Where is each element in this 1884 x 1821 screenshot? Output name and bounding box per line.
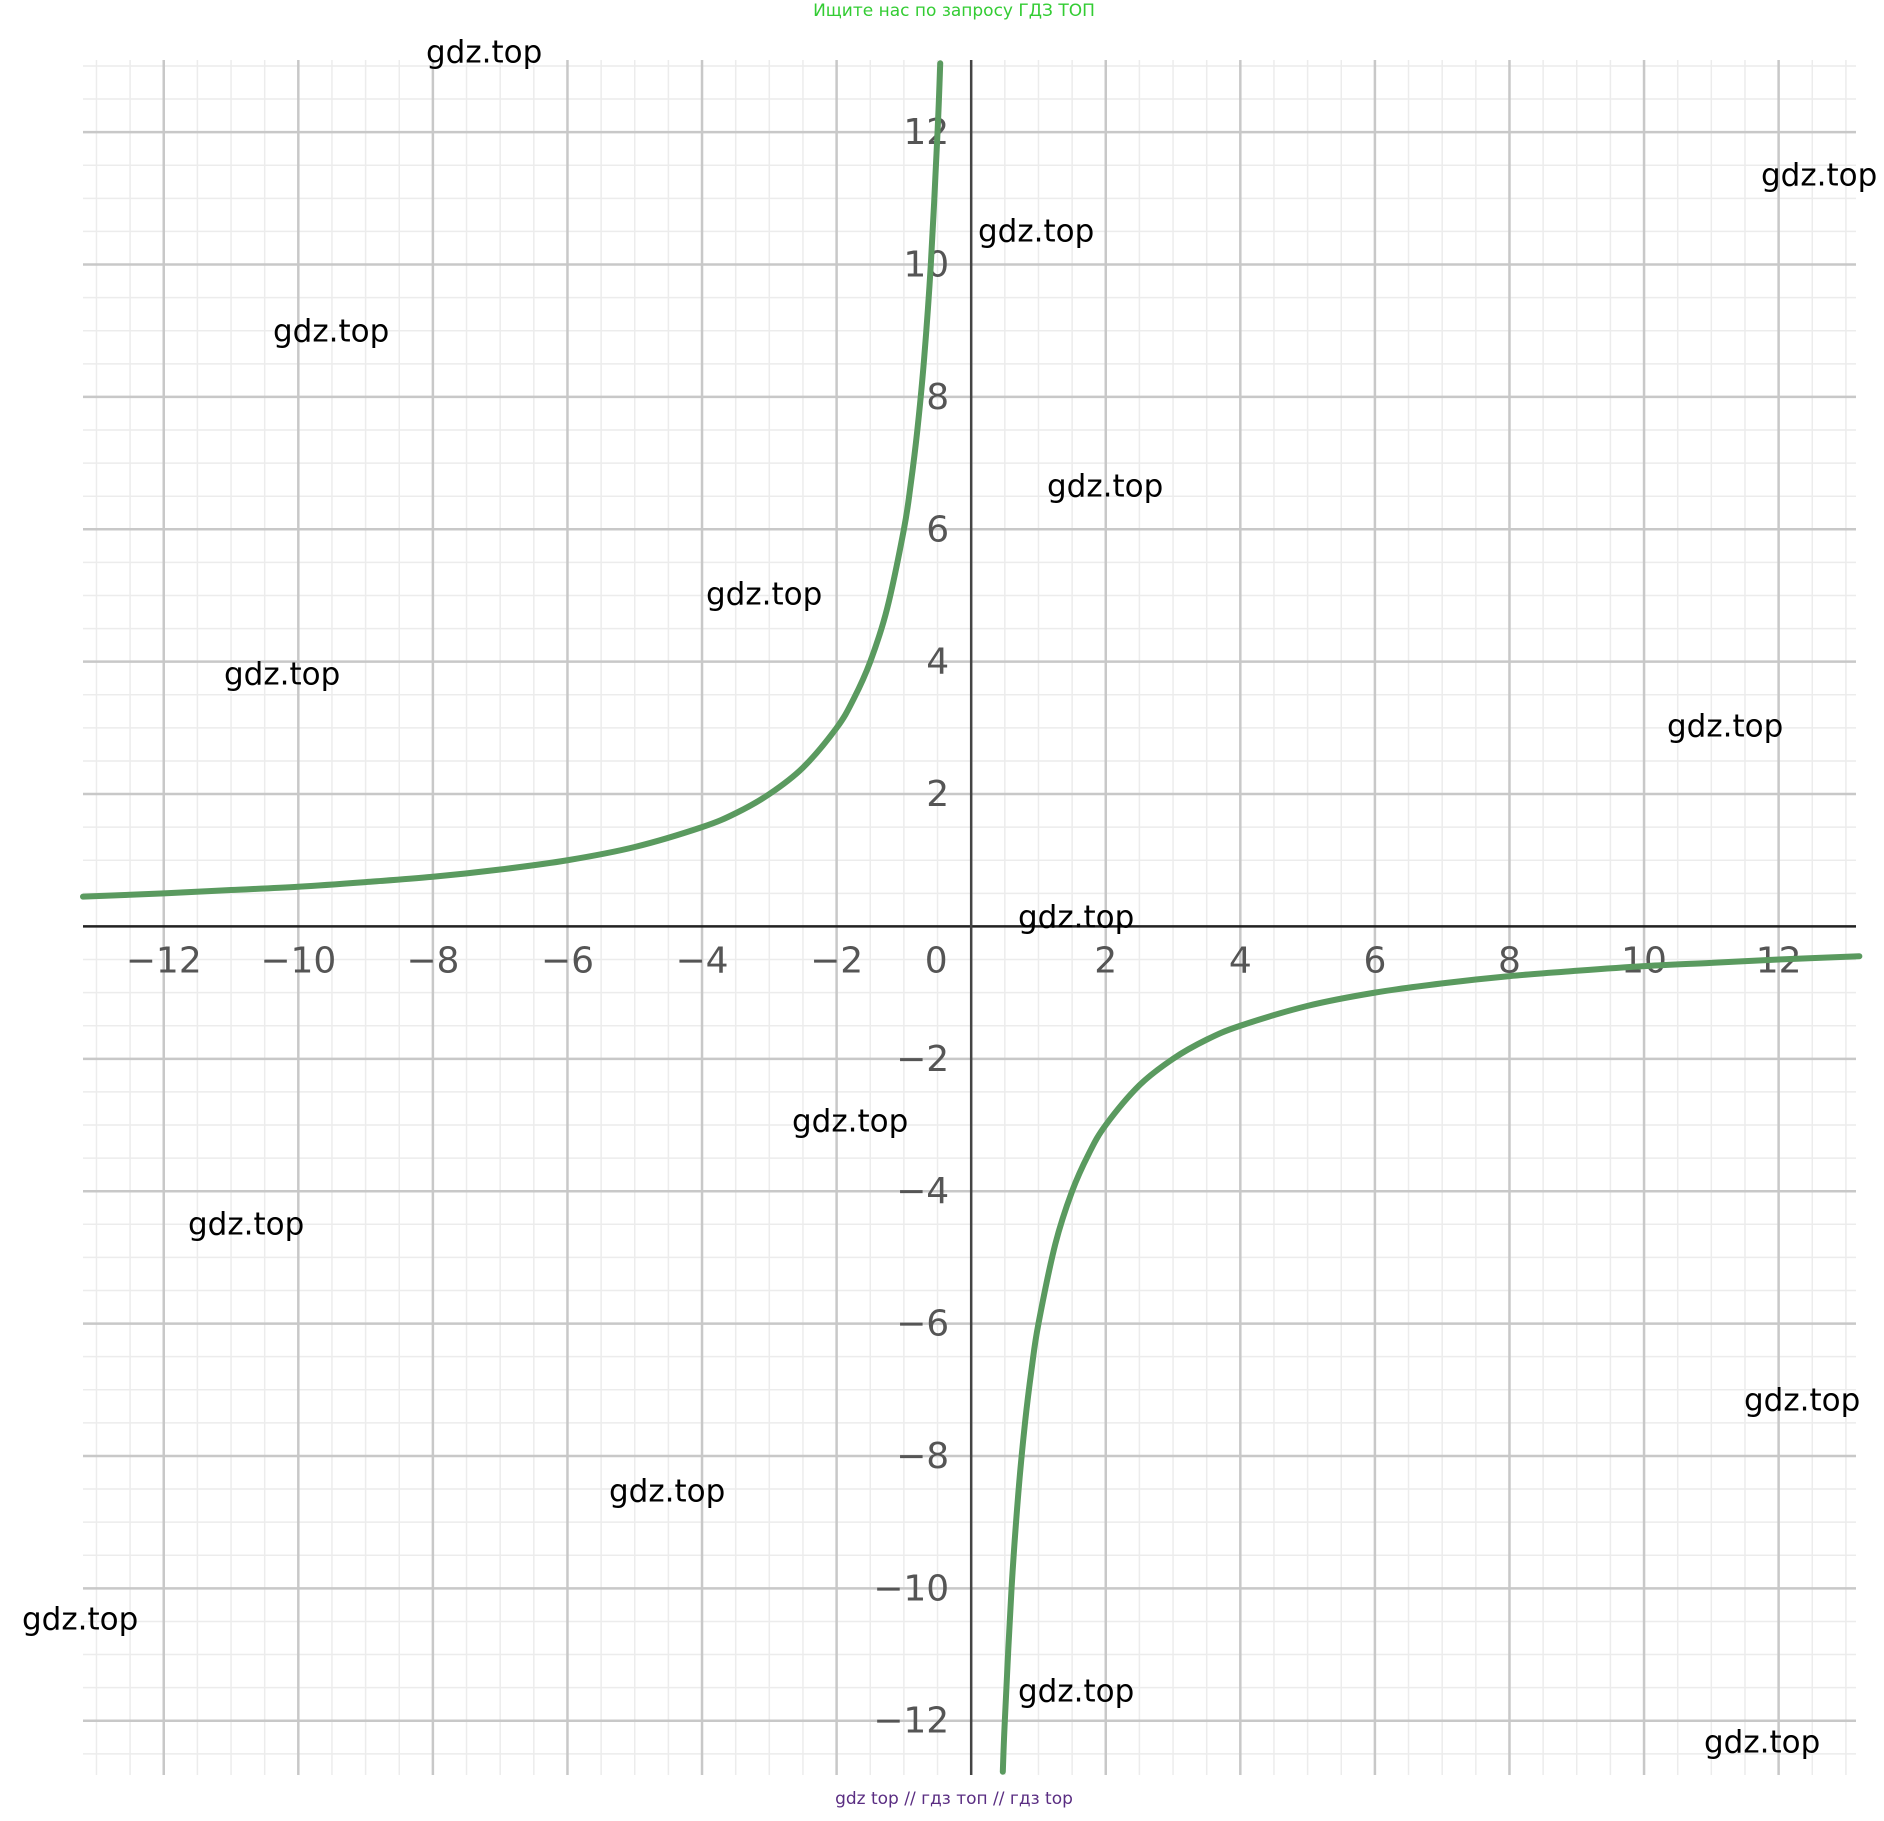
- x-tick-label: −10: [260, 940, 336, 981]
- watermarks: gdz.top gdz.top gdz.top gdz.top gdz.top gdz.t…: [22, 35, 1877, 1761]
- watermark: gdz.top: [1761, 158, 1877, 194]
- watermark: gdz.top: [706, 577, 822, 613]
- y-tick-label: −4: [896, 1171, 949, 1212]
- x-tick-label: −12: [126, 940, 202, 981]
- watermark: gdz.top: [22, 1602, 138, 1638]
- watermark: gdz.top: [1047, 469, 1163, 505]
- curve: [999, 953, 1863, 1775]
- y-tick-label: 12: [903, 112, 949, 153]
- watermark: gdz.top: [224, 657, 340, 693]
- watermark: gdz.top: [426, 35, 542, 71]
- grid: [83, 60, 1856, 1775]
- watermark: gdz.top: [188, 1207, 304, 1243]
- y-tick-label: 4: [926, 642, 949, 683]
- x-tick-label: 8: [1498, 940, 1521, 981]
- watermark: gdz.top: [1018, 900, 1134, 936]
- x-tick-label: 4: [1229, 940, 1252, 981]
- y-tick-label: 8: [926, 377, 949, 418]
- y-tick-label: −12: [873, 1701, 949, 1742]
- y-tick-label: −6: [896, 1304, 949, 1345]
- y-tick-label: 2: [926, 774, 949, 815]
- y-tick-label: −2: [896, 1039, 949, 1080]
- x-tick-label: 2: [1094, 940, 1117, 981]
- y-tick-label: −8: [896, 1436, 949, 1477]
- plot: −12 −10 −8 −6 −4 −2 0 2 4 6 8 10 12 −12 −10 −8 −6 −4 −2 2 4 6…: [80, 60, 1863, 1775]
- x-tick-label: 0: [925, 940, 948, 981]
- watermark: gdz.top: [273, 314, 389, 350]
- watermark: gdz.top: [1018, 1674, 1134, 1710]
- curve: [80, 60, 944, 900]
- watermark: gdz.top: [978, 214, 1094, 250]
- x-tick-label: 10: [1621, 940, 1667, 981]
- x-tick-label: −4: [675, 940, 728, 981]
- x-tick-label: −2: [810, 940, 863, 981]
- y-tick-label: 6: [926, 509, 949, 550]
- x-tick-label: −6: [541, 940, 594, 981]
- footer-note: gdz top // гдз топ // гдз top: [835, 1789, 1073, 1809]
- watermark: gdz.top: [1744, 1383, 1860, 1419]
- header-note: Ищите нас по запросу ГДЗ ТОП: [813, 1, 1095, 21]
- x-tick-label: 6: [1363, 940, 1386, 981]
- watermark: gdz.top: [1667, 709, 1783, 745]
- y-tick-label: −10: [873, 1568, 949, 1609]
- watermark: gdz.top: [1704, 1725, 1820, 1761]
- x-tick-label: −8: [406, 940, 459, 981]
- watermark: gdz.top: [792, 1104, 908, 1140]
- watermark: gdz.top: [609, 1474, 725, 1510]
- y-tick-label: 10: [903, 245, 949, 286]
